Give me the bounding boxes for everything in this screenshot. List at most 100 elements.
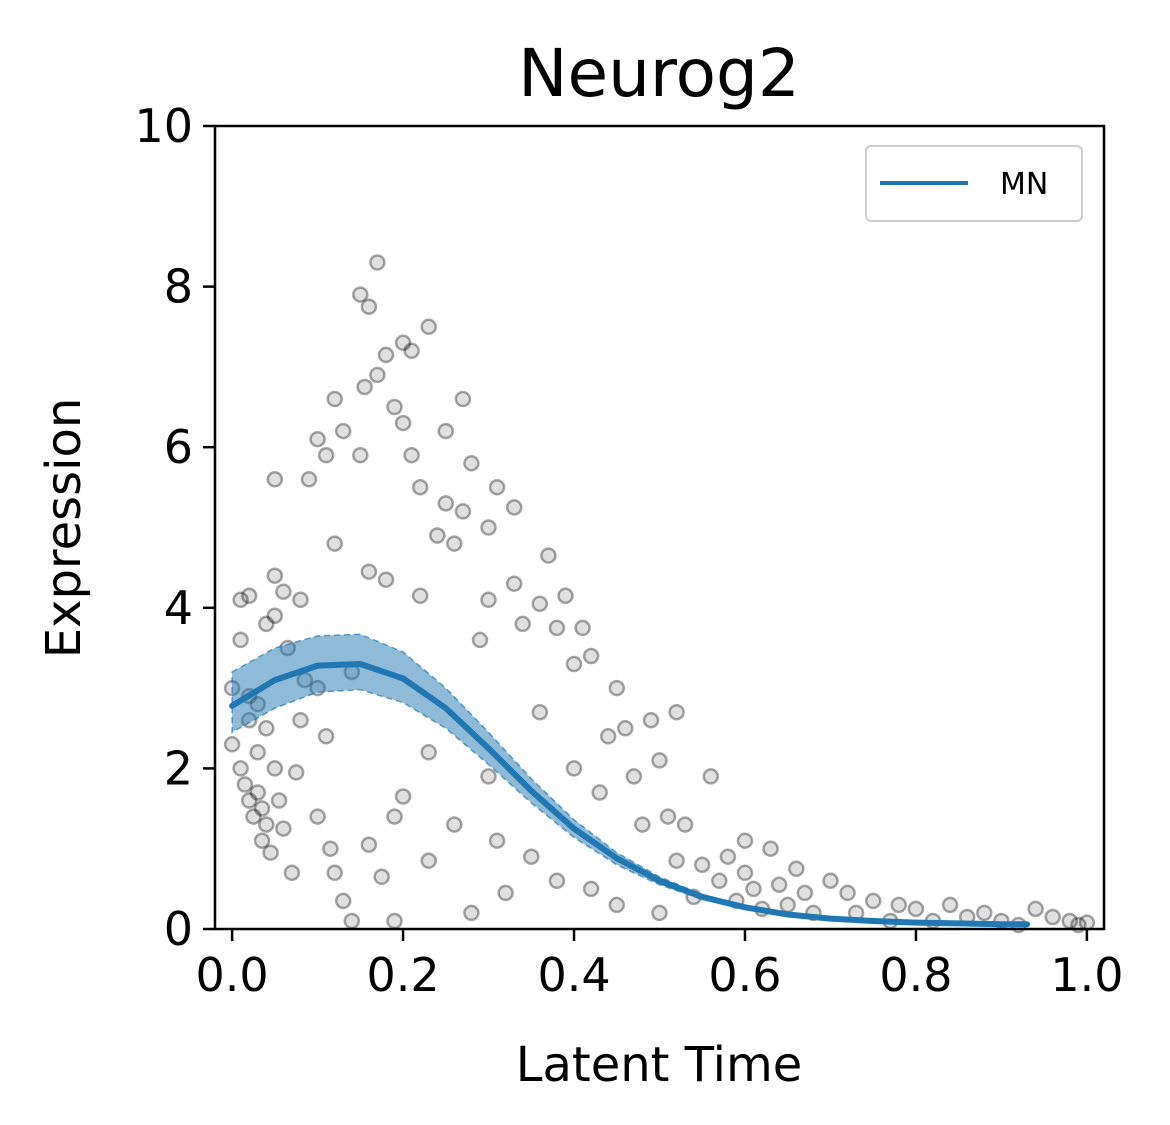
scatter-point (651, 752, 668, 769)
x-tick-label: 0.6 (708, 948, 781, 1002)
scatter-point (249, 744, 266, 761)
scatter-point (322, 840, 339, 857)
scatter-point (548, 872, 566, 890)
scatter-point (377, 346, 395, 364)
legend: MN (865, 145, 1083, 222)
scatter-point (403, 342, 420, 360)
scatter-point (565, 655, 583, 673)
x-tick-label: 0.2 (366, 948, 439, 1002)
fit-line-mn (229, 661, 1031, 928)
scatter-point (770, 876, 788, 894)
scatter-point (839, 884, 856, 902)
fit-line-group (229, 661, 1031, 928)
scatter-point (608, 896, 626, 914)
scatter-point (258, 615, 275, 633)
scatter-point (617, 720, 634, 737)
scatter-point (258, 816, 275, 833)
x-tick-label: 0.0 (196, 948, 269, 1002)
y-tick-label: 0 (164, 902, 193, 956)
scatter-point (523, 848, 540, 865)
scatter-point (429, 527, 446, 544)
scatter-point (505, 575, 523, 592)
scatter-point (582, 880, 600, 898)
scatter-point (514, 615, 531, 633)
scatter-point (394, 334, 412, 352)
scatter-point (471, 631, 489, 649)
scatter-point (253, 832, 271, 849)
scatter-point (352, 446, 369, 464)
scatter-point (411, 587, 429, 605)
scatter-point (1027, 900, 1044, 918)
scatter-point (480, 519, 497, 536)
scatter-point (403, 446, 420, 464)
scatter-point (864, 892, 882, 910)
scatter-point (356, 378, 373, 396)
scatter-points (223, 254, 1096, 934)
scatter-point (270, 792, 288, 809)
y-tick-label: 8 (164, 260, 193, 314)
scatter-point (668, 852, 685, 869)
scatter-point (258, 720, 275, 737)
scatter-point (266, 607, 284, 625)
scatter-point (411, 479, 429, 496)
scatter-point (245, 808, 262, 825)
scatter-point (796, 884, 814, 902)
scatter-point (360, 836, 378, 853)
scatter-point (386, 398, 403, 416)
scatter-point (317, 446, 335, 464)
scatter-point (309, 808, 326, 825)
scatter-point (232, 631, 249, 649)
scatter-point (275, 583, 292, 600)
scatter-point (232, 591, 249, 609)
scatter-point (343, 912, 361, 930)
scatter-point (668, 703, 685, 721)
scatter-point (232, 760, 249, 777)
scatter-point (266, 567, 284, 584)
scatter-point (326, 390, 343, 408)
scatter-point (334, 422, 352, 440)
x-tick-label: 1.0 (1050, 948, 1123, 1002)
scatter-point (574, 619, 591, 637)
scatter-point (497, 884, 514, 902)
scatter-point (266, 471, 284, 488)
scatter-point (463, 904, 480, 922)
scatter-point (608, 679, 626, 697)
scatter-point (1044, 908, 1061, 926)
scatter-point (334, 892, 352, 910)
scatter-point (253, 800, 271, 817)
scatter-point (976, 904, 993, 922)
y-tick-label: 2 (164, 741, 193, 795)
scatter-point (420, 744, 437, 761)
x-axis-title: Latent Time (516, 1037, 802, 1093)
scatter-point (283, 864, 301, 882)
axis-ticks: 0.0 0.2 0.4 0.6 0.8 1.0 0 2 4 6 8 10 (134, 99, 1123, 1002)
scatter-point (762, 840, 779, 857)
scatter-point (693, 856, 711, 874)
scatter-point (292, 591, 309, 609)
scatter-point (822, 872, 839, 890)
scatter-point (625, 768, 643, 785)
scatter-point (488, 479, 506, 496)
scatter-point (309, 430, 326, 448)
scatter-point (736, 864, 754, 882)
scatter-point (599, 728, 617, 745)
scatter-point (788, 860, 805, 878)
scatter-point (907, 900, 925, 918)
scatter-point (292, 711, 309, 729)
scatter-point (360, 298, 378, 315)
scatter-point (287, 764, 305, 781)
scatter-point (659, 808, 677, 825)
scatter-point (266, 760, 284, 777)
scatter-point (480, 768, 497, 785)
scatter-point (373, 868, 390, 886)
scatter-point (420, 852, 437, 869)
scatter-point (736, 832, 754, 849)
scatter-point (676, 816, 694, 833)
scatter-point (317, 728, 335, 745)
scatter-point (582, 647, 600, 665)
scatter-point (941, 896, 959, 914)
y-tick-label: 10 (134, 99, 193, 153)
scatter-point (446, 816, 463, 833)
scatter-point (488, 832, 506, 849)
